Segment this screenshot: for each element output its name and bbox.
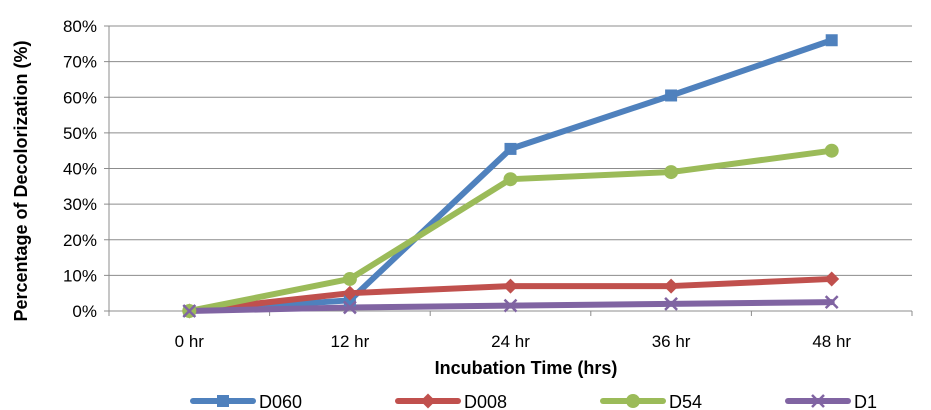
x-tick-labels: 0 hr 12 hr 24 hr 36 hr 48 hr (175, 332, 852, 351)
y-tick-label: 40% (63, 160, 97, 179)
data-point-d1 (503, 298, 518, 313)
legend-marker-d1 (811, 394, 825, 408)
series-markers (181, 34, 840, 319)
y-axis-title: Percentage of Decolorization (%) (11, 40, 31, 321)
data-point-d008 (663, 278, 679, 294)
data-point-d060 (504, 142, 517, 155)
y-tick-label: 10% (63, 266, 97, 285)
x-tick-label: 0 hr (175, 332, 205, 351)
data-point-d54 (664, 165, 679, 180)
x-tick-label: 48 hr (812, 332, 851, 351)
data-point-d1 (824, 295, 839, 309)
legend-marker-d060 (217, 395, 229, 407)
data-point-d54 (342, 271, 357, 286)
data-point-d1 (664, 296, 678, 311)
legend-label-d1: D1 (854, 392, 877, 410)
data-point-d54 (824, 143, 839, 158)
x-tick-label: 24 hr (491, 332, 530, 351)
legend-label-d060: D060 (259, 392, 302, 410)
y-tick-labels: 0% 10% 20% 30% 40% 50% 60% 70% 80% (63, 17, 97, 321)
x-axis-title: Incubation Time (hrs) (435, 358, 618, 378)
data-point-d54 (503, 172, 518, 187)
data-point-d1 (343, 300, 357, 315)
data-point-d060 (665, 89, 678, 102)
data-point-d008 (342, 285, 358, 301)
gridlines (109, 25, 912, 276)
axes (104, 25, 913, 316)
y-tick-label: 50% (63, 124, 97, 143)
data-point-d060 (825, 34, 838, 47)
legend-label-d008: D008 (464, 392, 507, 410)
data-point-d008 (503, 278, 518, 294)
legend-marker-d008 (420, 393, 436, 409)
legend-label-d54: D54 (669, 392, 702, 410)
x-tick-label: 36 hr (652, 332, 691, 351)
y-tick-label: 20% (63, 231, 97, 250)
x-tick-label: 12 hr (331, 332, 370, 351)
y-tick-label: 30% (63, 195, 97, 214)
y-tick-label: 60% (63, 88, 97, 107)
data-point-d1 (182, 304, 197, 318)
y-tick-label: 80% (63, 17, 97, 36)
y-tick-label: 70% (63, 53, 97, 72)
legend-marker-d54 (626, 394, 640, 408)
data-point-d008 (824, 271, 840, 287)
legend: D060 D008 D54 D1 (190, 392, 877, 410)
y-tick-label: 0% (72, 302, 97, 321)
